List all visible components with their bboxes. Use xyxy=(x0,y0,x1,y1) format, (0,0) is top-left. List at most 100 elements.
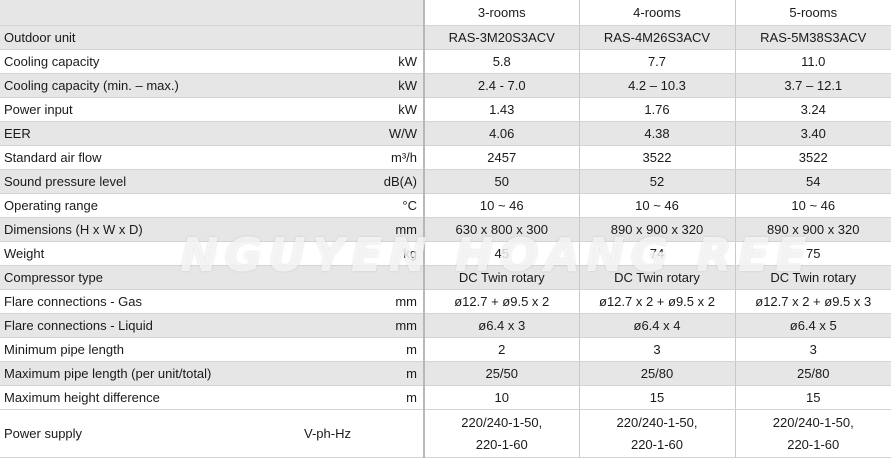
power-supply-line1: 220/240-1-50, xyxy=(772,414,854,430)
spec-unit: mm xyxy=(395,318,417,333)
spec-value-cell: 52 xyxy=(579,169,736,194)
power-supply-label: Power supply xyxy=(4,426,83,441)
spec-value-cell: ø6.4 x 5 xyxy=(735,313,891,338)
spec-value-cell: 10 ~ 46 xyxy=(424,193,580,218)
power-supply-line2: 220-1-60 xyxy=(475,436,528,452)
spec-label: Flare connections - Gas xyxy=(4,294,143,309)
spec-label: Power input xyxy=(4,102,73,117)
spec-row: Cooling capacity kW 5.8 7.7 11.0 xyxy=(0,49,891,74)
spec-value-cell: 11.0 xyxy=(735,49,891,74)
spec-label-cell: Flare connections - Gas mm xyxy=(0,289,425,314)
spec-row: Dimensions (H x W x D) mm 630 x 800 x 300 8… xyxy=(0,217,891,242)
spec-value-cell: 10 ~ 46 xyxy=(579,193,736,218)
spec-row: Flare connections - Liquid mm ø6.4 x 3 ø6.4… xyxy=(0,313,891,338)
spec-row: Operating range °C 10 ~ 46 10 ~ 46 10 ~ 46 xyxy=(0,193,891,218)
spec-value-cell: 25/50 xyxy=(424,361,580,386)
model-header-cell: 3-rooms xyxy=(424,0,580,26)
spec-row: Maximum height difference m 10 15 15 xyxy=(0,385,891,410)
spec-value-cell: 10 xyxy=(424,385,580,410)
model-header-cell: 4-rooms xyxy=(579,0,736,26)
spec-label: Standard air flow xyxy=(4,150,102,165)
spec-row: Power input kW 1.43 1.76 3.24 xyxy=(0,97,891,122)
header-blank-cell xyxy=(0,0,425,26)
power-supply-unit: V-ph-Hz xyxy=(304,426,351,441)
outdoor-unit-cell: RAS-4M26S3ACV xyxy=(579,25,736,50)
spec-value-cell: 4.38 xyxy=(579,121,736,146)
spec-value-cell: 7.7 xyxy=(579,49,736,74)
spec-value-cell: 890 x 900 x 320 xyxy=(579,217,736,242)
power-supply-cell: 220/240-1-50, 220-1-60 xyxy=(579,409,736,458)
spec-label: Weight xyxy=(4,246,45,261)
spec-value-cell: ø12.7 x 2 + ø9.5 x 2 xyxy=(579,289,736,314)
spec-unit: kg xyxy=(403,246,417,261)
spec-label: Maximum pipe length (per unit/total) xyxy=(4,366,212,381)
spec-label-cell: Maximum height difference m xyxy=(0,385,425,410)
spec-row: Compressor type DC Twin rotary DC Twin rot… xyxy=(0,265,891,290)
spec-value-cell: 15 xyxy=(579,385,736,410)
spec-value-cell: 15 xyxy=(735,385,891,410)
spec-unit: W/W xyxy=(388,126,417,141)
spec-value-cell: 890 x 900 x 320 xyxy=(735,217,891,242)
spec-label-cell: Flare connections - Liquid mm xyxy=(0,313,425,338)
spec-label: Cooling capacity (min. – max.) xyxy=(4,78,179,93)
outdoor-unit-row: Outdoor unit RAS-3M20S3ACV RAS-4M26S3ACV… xyxy=(0,25,891,50)
outdoor-unit-cell: RAS-3M20S3ACV xyxy=(424,25,580,50)
spec-label: Sound pressure level xyxy=(4,174,127,189)
power-supply-row: Power supply V-ph-Hz 220/240-1-50, 220-1… xyxy=(0,409,891,458)
spec-label-cell: Minimum pipe length m xyxy=(0,337,425,362)
spec-unit: °C xyxy=(402,198,417,213)
spec-value-cell: 4.06 xyxy=(424,121,580,146)
spec-unit: mm xyxy=(395,294,417,309)
spec-row: EER W/W 4.06 4.38 3.40 xyxy=(0,121,891,146)
spec-value-cell: DC Twin rotary xyxy=(424,265,580,290)
spec-row: Sound pressure level dB(A) 50 52 54 xyxy=(0,169,891,194)
spec-row: Maximum pipe length (per unit/total) m 25/… xyxy=(0,361,891,386)
spec-label-cell: Standard air flow m³/h xyxy=(0,145,425,170)
spec-label-cell: Weight kg xyxy=(0,241,425,266)
model-header-cell: 5-rooms xyxy=(735,0,891,26)
model-header-row: 3-rooms 4-rooms 5-rooms xyxy=(0,0,891,26)
spec-label: Flare connections - Liquid xyxy=(4,318,153,333)
spec-value-cell: 50 xyxy=(424,169,580,194)
spec-value-cell: 3.40 xyxy=(735,121,891,146)
spec-label-cell: Cooling capacity (min. – max.) kW xyxy=(0,73,425,98)
spec-value-cell: 25/80 xyxy=(579,361,736,386)
power-supply-line1: 220/240-1-50, xyxy=(616,414,698,430)
outdoor-unit-cell: RAS-5M38S3ACV xyxy=(735,25,891,50)
spec-value-cell: DC Twin rotary xyxy=(579,265,736,290)
spec-value-cell: 3.24 xyxy=(735,97,891,122)
spec-value-cell: 74 xyxy=(579,241,736,266)
spec-label-cell: EER W/W xyxy=(0,121,425,146)
spec-row: Minimum pipe length m 2 3 3 xyxy=(0,337,891,362)
spec-row: Flare connections - Gas mm ø12.7 + ø9.5 x … xyxy=(0,289,891,314)
spec-value-cell: 1.43 xyxy=(424,97,580,122)
spec-label-cell: Maximum pipe length (per unit/total) m xyxy=(0,361,425,386)
spec-value-cell: 2457 xyxy=(424,145,580,170)
spec-value-cell: ø6.4 x 4 xyxy=(579,313,736,338)
spec-value-cell: 3.7 – 12.1 xyxy=(735,73,891,98)
power-supply-cell: 220/240-1-50, 220-1-60 xyxy=(424,409,580,458)
spec-unit: m xyxy=(406,390,417,405)
spec-row: Standard air flow m³/h 2457 3522 3522 xyxy=(0,145,891,170)
spec-unit: kW xyxy=(398,54,417,69)
spec-label-cell: Operating range °C xyxy=(0,193,425,218)
spec-label-cell: Power input kW xyxy=(0,97,425,122)
spec-unit: dB(A) xyxy=(383,174,417,189)
spec-label-cell: Sound pressure level dB(A) xyxy=(0,169,425,194)
spec-label: Operating range xyxy=(4,198,98,213)
spec-unit: kW xyxy=(398,102,417,117)
spec-row: Cooling capacity (min. – max.) kW 2.4 - 7.… xyxy=(0,73,891,98)
outdoor-unit-label: Outdoor unit xyxy=(0,25,425,50)
spec-label: EER xyxy=(4,126,31,141)
spec-label: Dimensions (H x W x D) xyxy=(4,222,143,237)
spec-value-cell: 25/80 xyxy=(735,361,891,386)
spec-unit: mm xyxy=(395,222,417,237)
spec-value-cell: 5.8 xyxy=(424,49,580,74)
spec-unit: m xyxy=(406,366,417,381)
spec-label-cell: Dimensions (H x W x D) mm xyxy=(0,217,425,242)
spec-value-cell: 75 xyxy=(735,241,891,266)
spec-value-cell: 4.2 – 10.3 xyxy=(579,73,736,98)
spec-value-cell: 54 xyxy=(735,169,891,194)
power-supply-label-cell: Power supply V-ph-Hz xyxy=(0,409,425,458)
